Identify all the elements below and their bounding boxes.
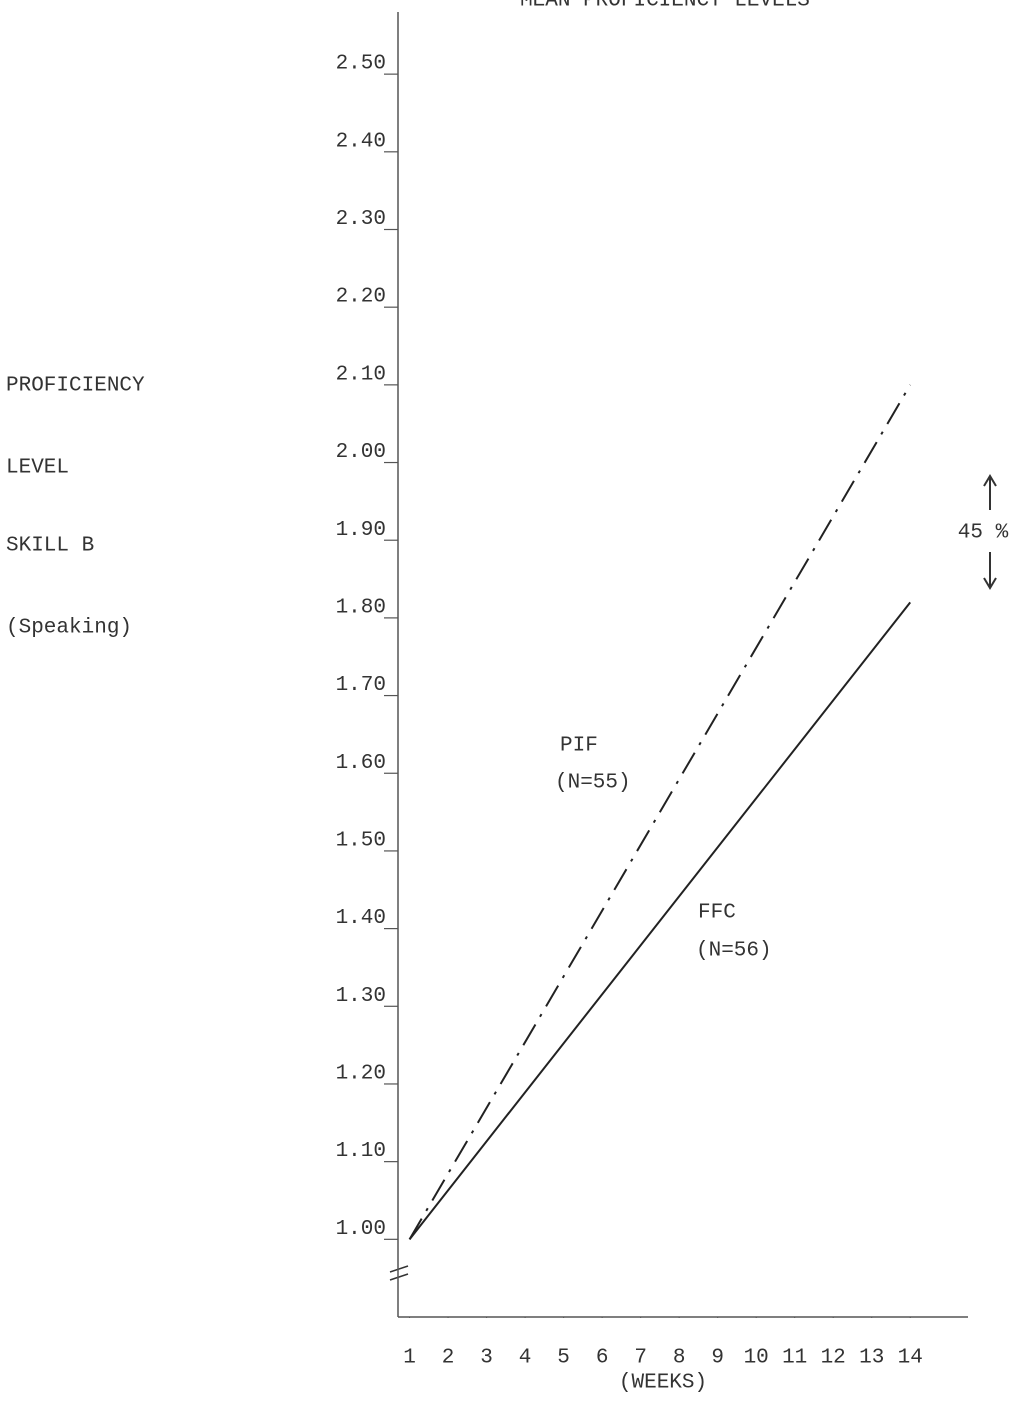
y-tick-label: 1.30: [336, 985, 386, 1008]
y-tick-label: 1.80: [336, 596, 386, 619]
y-tick-label: 1.00: [336, 1218, 386, 1241]
x-tick-label: 2: [442, 1347, 455, 1370]
y-tick-label: 1.20: [336, 1063, 386, 1086]
x-tick-label: 3: [480, 1347, 493, 1370]
x-axis-label: (WEEKS): [619, 1372, 707, 1395]
x-tick-label: 6: [596, 1347, 609, 1370]
y-tick-label: 1.50: [336, 829, 386, 852]
y-tick-label: 2.10: [336, 363, 386, 386]
y-tick-label: 1.40: [336, 907, 386, 930]
x-tick-label: 4: [519, 1347, 532, 1370]
series-line: [408, 384, 912, 1240]
y-tick-label: 2.50: [336, 53, 386, 76]
annotation: 45 %: [958, 522, 1009, 545]
x-tick-label: 9: [711, 1347, 724, 1370]
x-tick-label: 7: [634, 1347, 647, 1370]
y-axis-label: (Speaking): [6, 617, 132, 640]
y-axis-label: LEVEL: [6, 457, 69, 480]
y-tick-label: 2.30: [336, 208, 386, 231]
y-tick-label: 1.90: [336, 519, 386, 542]
axis-break: [389, 1265, 409, 1281]
chart-title: MEAN PROFICIENCY LEVELS: [520, 0, 810, 13]
x-tick-label: 8: [673, 1347, 686, 1370]
x-tick-label: 1: [403, 1347, 416, 1370]
series-label: PIF: [560, 735, 598, 758]
annotation: (N=55): [555, 772, 631, 795]
x-tick-label: 5: [557, 1347, 570, 1370]
x-tick-label: 12: [821, 1347, 846, 1370]
y-tick-label: 1.70: [336, 674, 386, 697]
y-axis-label: SKILL B: [6, 535, 94, 558]
y-tick-label: 1.60: [336, 752, 386, 775]
y-tick-label: 2.40: [336, 130, 386, 153]
x-tick-label: 11: [782, 1347, 807, 1370]
annotation: (N=56): [696, 940, 772, 963]
x-tick-label: 13: [859, 1347, 884, 1370]
y-axis-label: PROFICIENCY: [6, 375, 145, 398]
range-arrows: [983, 474, 997, 590]
y-tick-label: 1.10: [336, 1140, 386, 1163]
y-tick-label: 2.20: [336, 286, 386, 309]
y-tick-label: 2.00: [336, 441, 386, 464]
x-tick-label: 14: [898, 1347, 923, 1370]
series-label: FFC: [698, 902, 736, 925]
x-tick-label: 10: [744, 1347, 769, 1370]
series-line: [408, 601, 912, 1240]
